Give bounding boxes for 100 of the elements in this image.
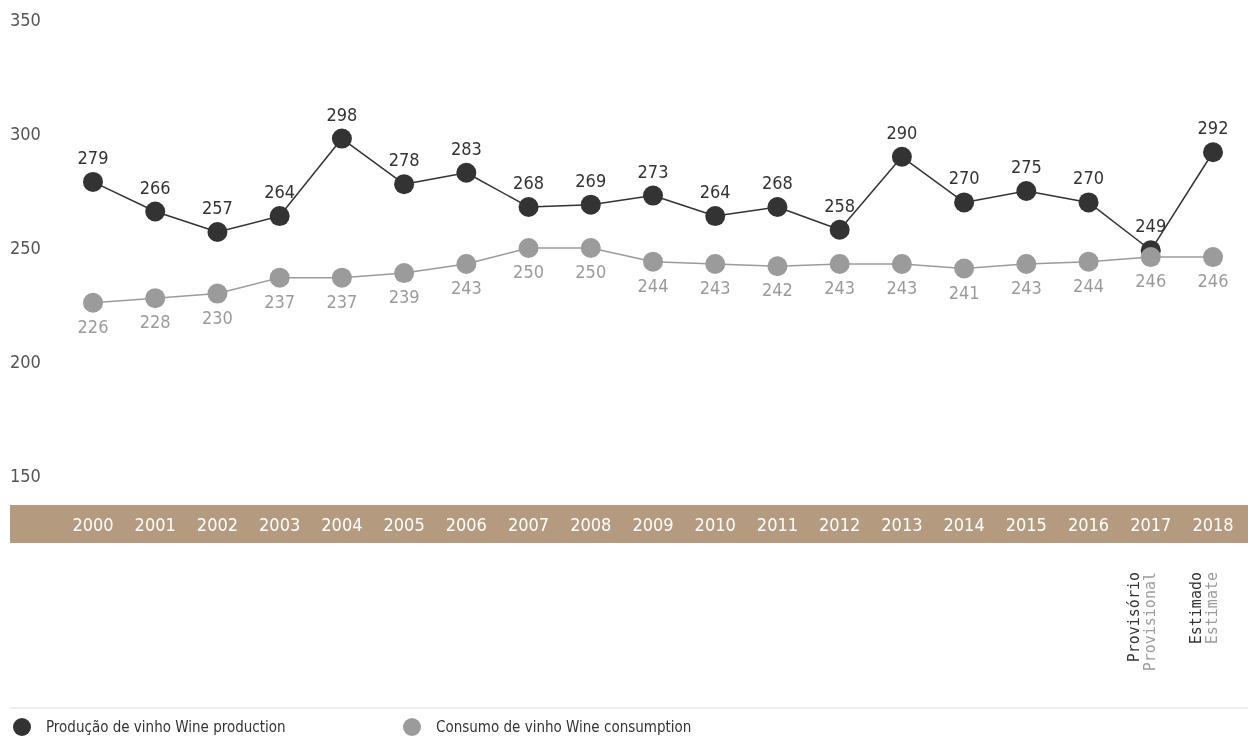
- legend-label: Consumo de vinho Wine consumption: [436, 718, 692, 736]
- point: [1016, 181, 1037, 201]
- data-label: 242: [761, 279, 793, 301]
- point: [331, 128, 352, 149]
- y-tick-label: 350: [10, 9, 41, 30]
- point: [456, 162, 477, 183]
- point: [891, 253, 912, 274]
- data-label: 268: [761, 171, 793, 193]
- data-label: 246: [1197, 270, 1229, 292]
- point: [1203, 247, 1223, 268]
- x-tick-label: 2003: [259, 514, 301, 535]
- point: [580, 194, 601, 215]
- point: [767, 196, 788, 217]
- x-tick-label: 2009: [632, 514, 674, 535]
- data-label: 243: [886, 276, 918, 298]
- x-tick-label: 2002: [196, 514, 239, 535]
- data-label: 283: [450, 137, 482, 159]
- point: [1078, 251, 1099, 272]
- text: Estimado: [1187, 572, 1205, 645]
- x-tick-label: 2012: [819, 514, 861, 535]
- data-label: 279: [77, 146, 109, 168]
- x-tick-label: 2001: [134, 514, 176, 535]
- point: [643, 251, 663, 272]
- x-tick-label: 2006: [445, 514, 487, 535]
- data-label: 268: [513, 171, 545, 193]
- data-label: 243: [1010, 276, 1042, 298]
- point: [643, 185, 663, 206]
- x-tick-label: 2018: [1192, 514, 1234, 535]
- data-label: 243: [450, 276, 482, 298]
- point: [767, 256, 788, 277]
- text: Estimate: [1203, 572, 1221, 645]
- data-label: 250: [513, 261, 545, 282]
- data-label: 244: [1073, 274, 1105, 296]
- data-label: 243: [824, 276, 856, 298]
- x-tick-label: 2013: [881, 514, 923, 535]
- point: [518, 196, 539, 217]
- point: [1078, 192, 1099, 213]
- x-tick-label: 2007: [507, 514, 550, 535]
- data-label: 230: [201, 306, 233, 328]
- data-label: 237: [264, 290, 296, 312]
- x-tick-label: 2005: [383, 514, 425, 535]
- data-label: 270: [1073, 167, 1105, 189]
- data-label: 278: [388, 149, 420, 171]
- y-tick-label: 250: [10, 237, 41, 258]
- x-tick-label: 2015: [1005, 514, 1047, 535]
- point: [829, 219, 850, 240]
- point: [580, 238, 601, 258]
- y-tick-label: 200: [10, 351, 41, 372]
- x-tick-label: 2004: [321, 514, 363, 535]
- point: [145, 288, 166, 309]
- point: [394, 263, 415, 284]
- point: [207, 283, 228, 304]
- point: [1016, 253, 1037, 274]
- data-label: 239: [388, 286, 420, 308]
- point: [705, 206, 726, 227]
- data-label: 275: [1010, 156, 1042, 177]
- data-label: 244: [637, 274, 669, 296]
- point: [456, 253, 477, 274]
- point: [207, 222, 228, 243]
- data-label: 264: [699, 181, 731, 203]
- data-label: 269: [575, 169, 607, 191]
- data-label: 292: [1197, 117, 1229, 139]
- point: [829, 253, 850, 274]
- data-label: 250: [575, 261, 607, 282]
- point: [269, 206, 290, 227]
- point: [705, 253, 726, 274]
- x-tick-label: 2011: [756, 514, 799, 535]
- point: [269, 267, 290, 288]
- x-tick-label: 2010: [694, 514, 736, 535]
- point: [83, 171, 103, 192]
- point: [954, 192, 975, 213]
- data-label: 237: [326, 290, 358, 312]
- data-label: 290: [886, 121, 918, 143]
- data-label: 226: [77, 315, 109, 337]
- data-label: 249: [1135, 215, 1167, 237]
- point: [394, 174, 415, 195]
- text: Provisional: [1140, 572, 1159, 672]
- point: [518, 238, 539, 258]
- x-tick-label: 2016: [1067, 514, 1110, 535]
- point: [1140, 247, 1161, 268]
- data-label: 258: [824, 194, 856, 216]
- data-label: 228: [139, 311, 171, 333]
- point: [1203, 142, 1223, 163]
- data-label: 243: [699, 276, 731, 298]
- data-label: 257: [201, 197, 233, 219]
- point: [331, 267, 352, 288]
- data-label: 264: [264, 181, 296, 203]
- point: [891, 146, 912, 167]
- y-tick-label: 150: [10, 465, 41, 486]
- x-tick-label: 2008: [570, 514, 612, 535]
- x-tick-label: 2014: [943, 514, 985, 535]
- data-label: 266: [139, 176, 171, 198]
- data-label: 298: [326, 103, 358, 125]
- x-tick-label: 2000: [72, 514, 114, 535]
- point: [145, 201, 166, 222]
- y-tick-label: 300: [10, 123, 41, 144]
- x-tick-label: 2017: [1130, 514, 1172, 535]
- data-label: 270: [948, 167, 980, 189]
- legend-label: Produção de vinho Wine production: [46, 718, 286, 736]
- data-label: 273: [637, 160, 669, 182]
